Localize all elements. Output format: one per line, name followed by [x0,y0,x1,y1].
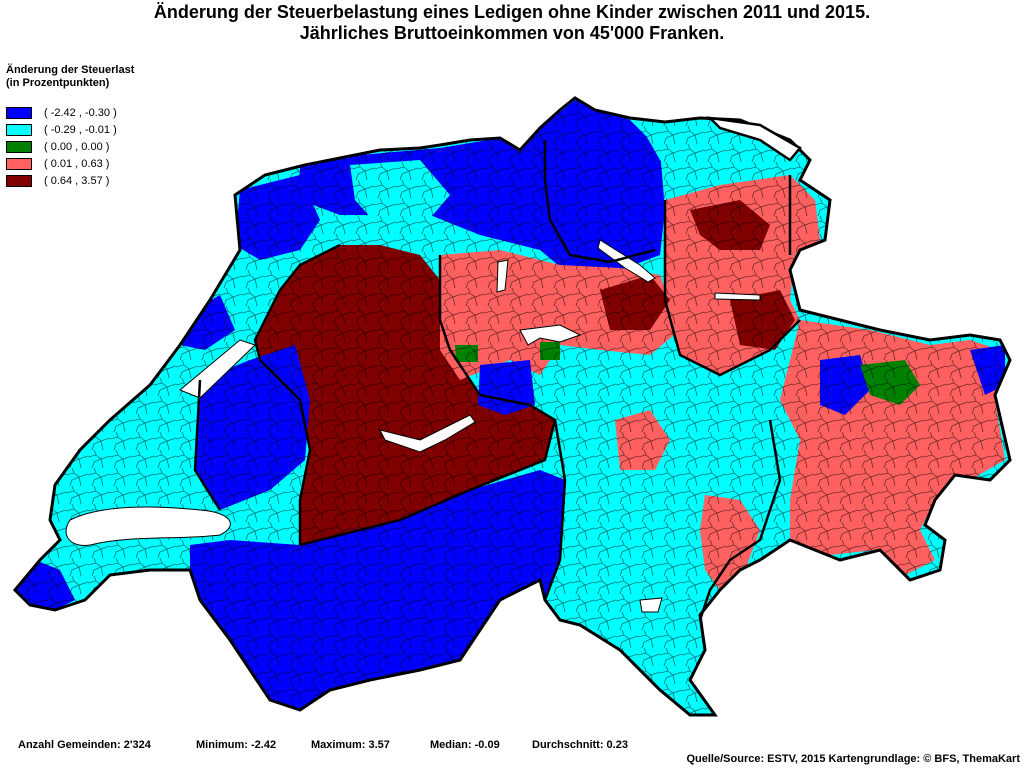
legend-swatch [6,106,32,119]
lake-constance [706,116,802,162]
lake-sempach [496,259,509,293]
title-line-1: Änderung der Steuerbelastung eines Ledig… [153,2,871,22]
legend-item: ( 0.01 , 0.63 ) [6,155,134,172]
lake-lucerne [519,324,582,346]
legend: Änderung der Steuerlast (in Prozentpunkt… [6,64,134,189]
legend-label: ( 0.64 , 3.57 ) [44,174,110,187]
stat-maximum: Maximum: 3.57 [311,739,390,751]
lake-maggiore [639,597,663,613]
map-title: Änderung der Steuerbelastung eines Ledig… [0,2,1024,44]
legend-title: Änderung der Steuerlast (in Prozentpunkt… [6,64,134,90]
national-border [12,96,1012,717]
lake-geneva [65,506,231,546]
legend-item: ( 0.64 , 3.57 ) [6,172,134,189]
lake-thun-brienz [379,414,476,453]
stat-average: Durchschnitt: 0.23 [532,739,628,751]
canton-borders [193,140,801,621]
legend-label: ( 0.01 , 0.63 ) [44,157,110,170]
legend-items: ( -2.42 , -0.30 ) ( -0.29 , -0.01 ) ( 0.… [6,104,134,189]
legend-item: ( 0.00 , 0.00 ) [6,138,134,155]
legend-label: ( -2.42 , -0.30 ) [44,106,117,119]
legend-label: ( -0.29 , -0.01 ) [44,123,117,136]
legend-item: ( -2.42 , -0.30 ) [6,104,134,121]
legend-label: ( 0.00 , 0.00 ) [44,140,110,153]
legend-swatch [6,140,32,153]
stat-median: Median: -0.09 [430,739,500,751]
legend-item: ( -0.29 , -0.01 ) [6,121,134,138]
legend-title-line-1: Änderung der Steuerlast [6,64,135,76]
lake-zurich [597,239,656,283]
stat-minimum: Minimum: -2.42 [196,739,277,751]
lake-walen [714,292,761,301]
stat-count: Anzahl Gemeinden: 2'324 [18,739,151,751]
legend-swatch [6,174,32,187]
source-credit: Quelle/Source: ESTV, 2015 Kartengrundlag… [686,753,1020,765]
title-line-2: Jährliches Bruttoeinkommen von 45'000 Fr… [299,23,725,43]
legend-swatch [6,123,32,136]
legend-swatch [6,157,32,170]
legend-title-line-2: (in Prozentpunkten) [6,77,110,89]
